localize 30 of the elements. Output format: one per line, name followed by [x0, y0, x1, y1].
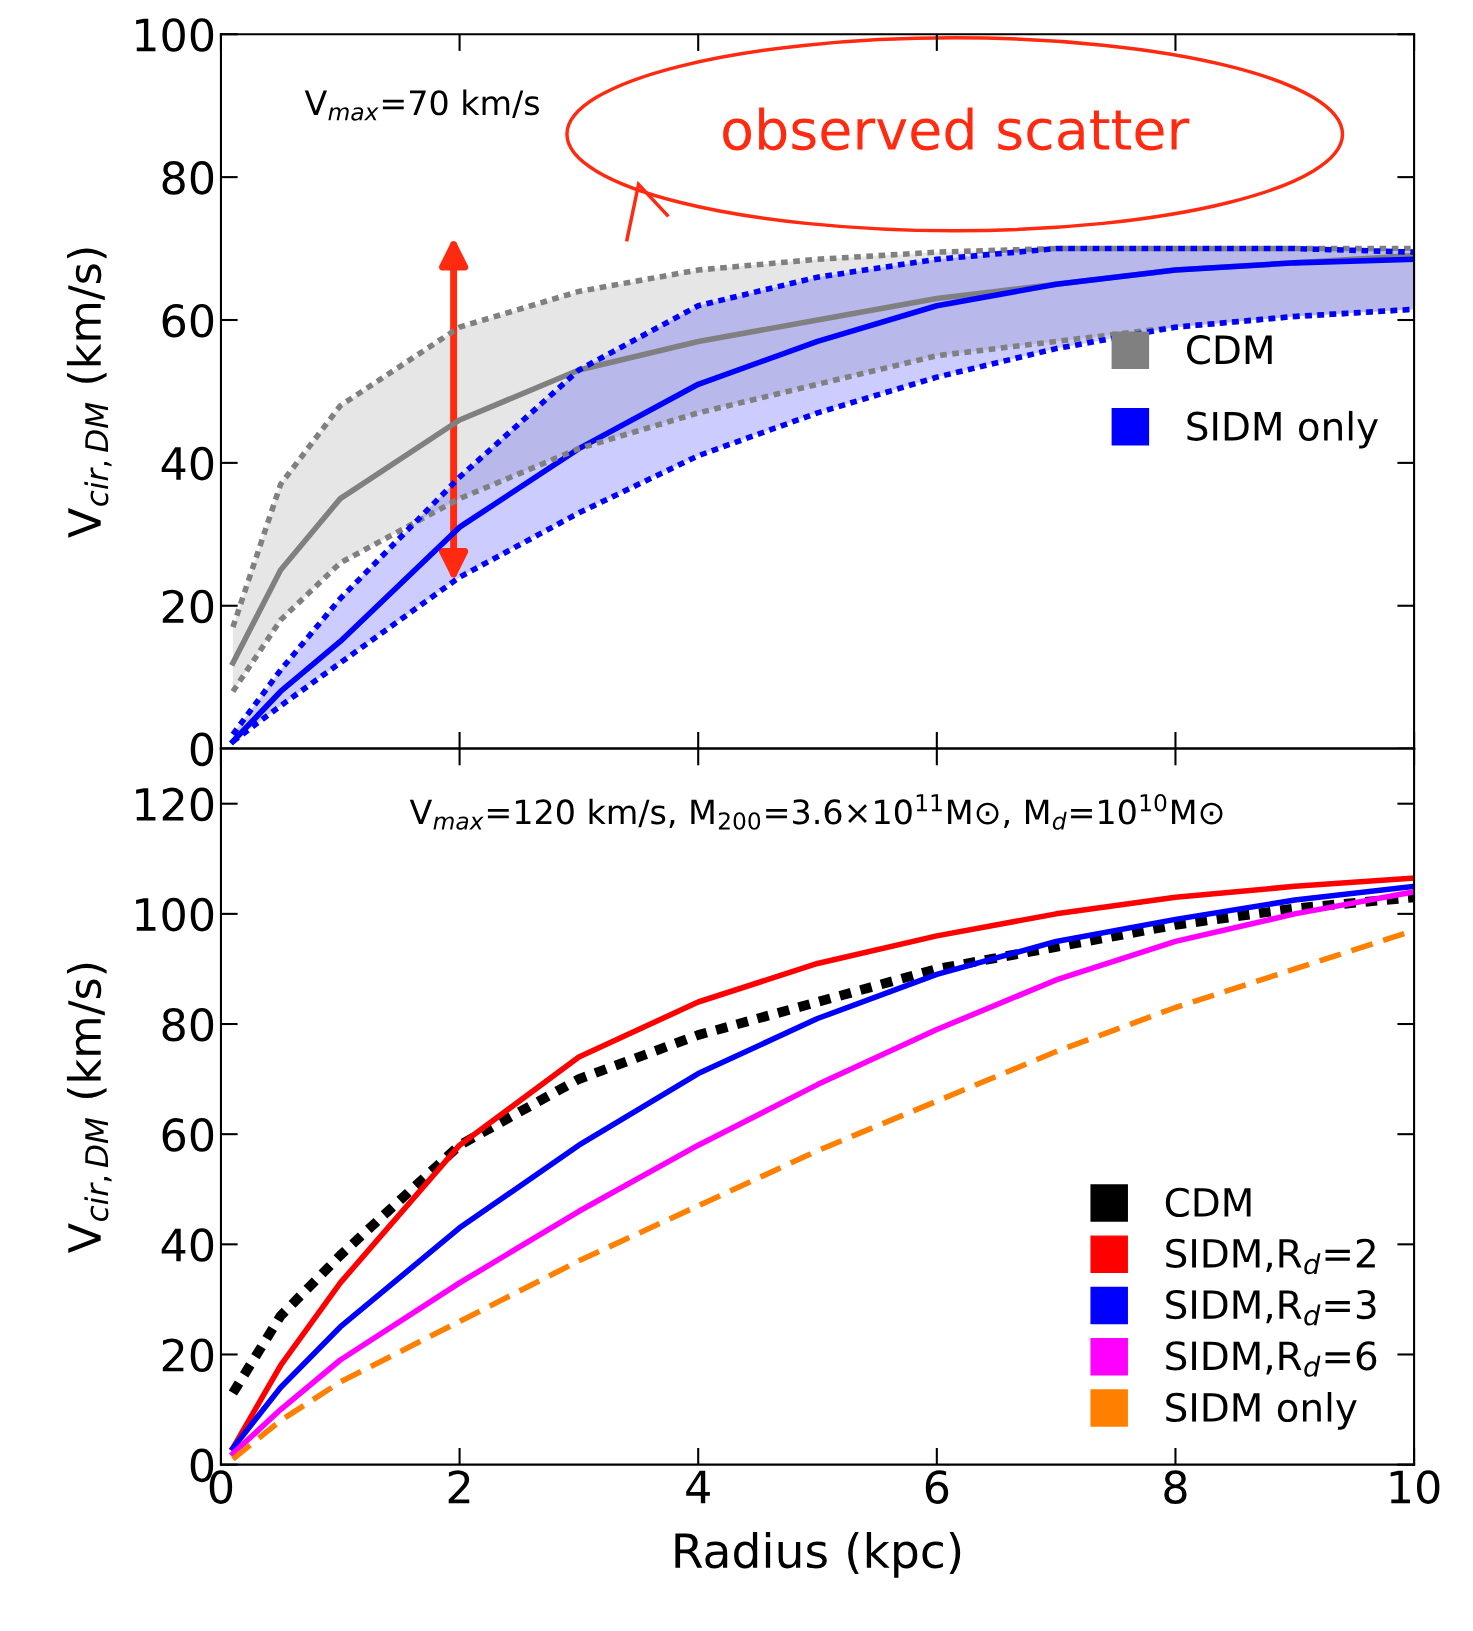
y-tick-label: 0 — [190, 732, 214, 767]
y-axis-title: V$_{cir,DM}$ (km/s) — [66, 963, 112, 1253]
y-tick-label: 100 — [136, 897, 214, 932]
y-tick-label: 80 — [162, 1007, 214, 1042]
x-tick-label: 4 — [686, 1470, 710, 1504]
legend-label: CDM — [1186, 335, 1272, 365]
legend-label: CDM — [1165, 1187, 1251, 1218]
y-tick-label: 60 — [162, 1118, 214, 1152]
y-tick-label: 80 — [162, 161, 214, 195]
y-tick-label: 100 — [136, 18, 214, 52]
text: V$_{max}$=120 km/s, M$_{200}$=3.6×10$^{11}$M⊙, M$_{d}$=10$^{10}$M⊙ — [409, 793, 1223, 830]
legend-label: SIDM,R$_{d}$=3 — [1166, 1289, 1376, 1326]
legend-label: SIDM,R$_{d}$=2 — [1166, 1238, 1375, 1275]
y-tick-label: 60 — [162, 303, 214, 338]
x-tick-label: 8 — [1164, 1470, 1187, 1504]
y-tick-label: 20 — [162, 589, 214, 624]
legend-label: SIDM,R$_{d}$=6 — [1166, 1341, 1377, 1377]
annotation: observed scatter — [723, 107, 1190, 151]
y-tick-label: 40 — [161, 446, 214, 481]
y-tick-label: 120 — [136, 787, 214, 822]
y-tick-label: 20 — [162, 1338, 214, 1372]
annotation: V$_{max}$=70 km/s — [304, 89, 540, 121]
legend-label: SIDM only — [1187, 410, 1378, 449]
y-axis-title: V$_{cir,DM}$ (km/s) — [66, 248, 112, 538]
legend-label: SIDM only — [1166, 1392, 1357, 1430]
x-tick-label: 6 — [925, 1470, 949, 1504]
x-tick-label: 10 — [1390, 1470, 1440, 1504]
x-tick-label: 2 — [448, 1470, 470, 1504]
y-tick-label: 40 — [161, 1228, 214, 1262]
x-axis-title: Radius (kpc) — [675, 1531, 961, 1578]
